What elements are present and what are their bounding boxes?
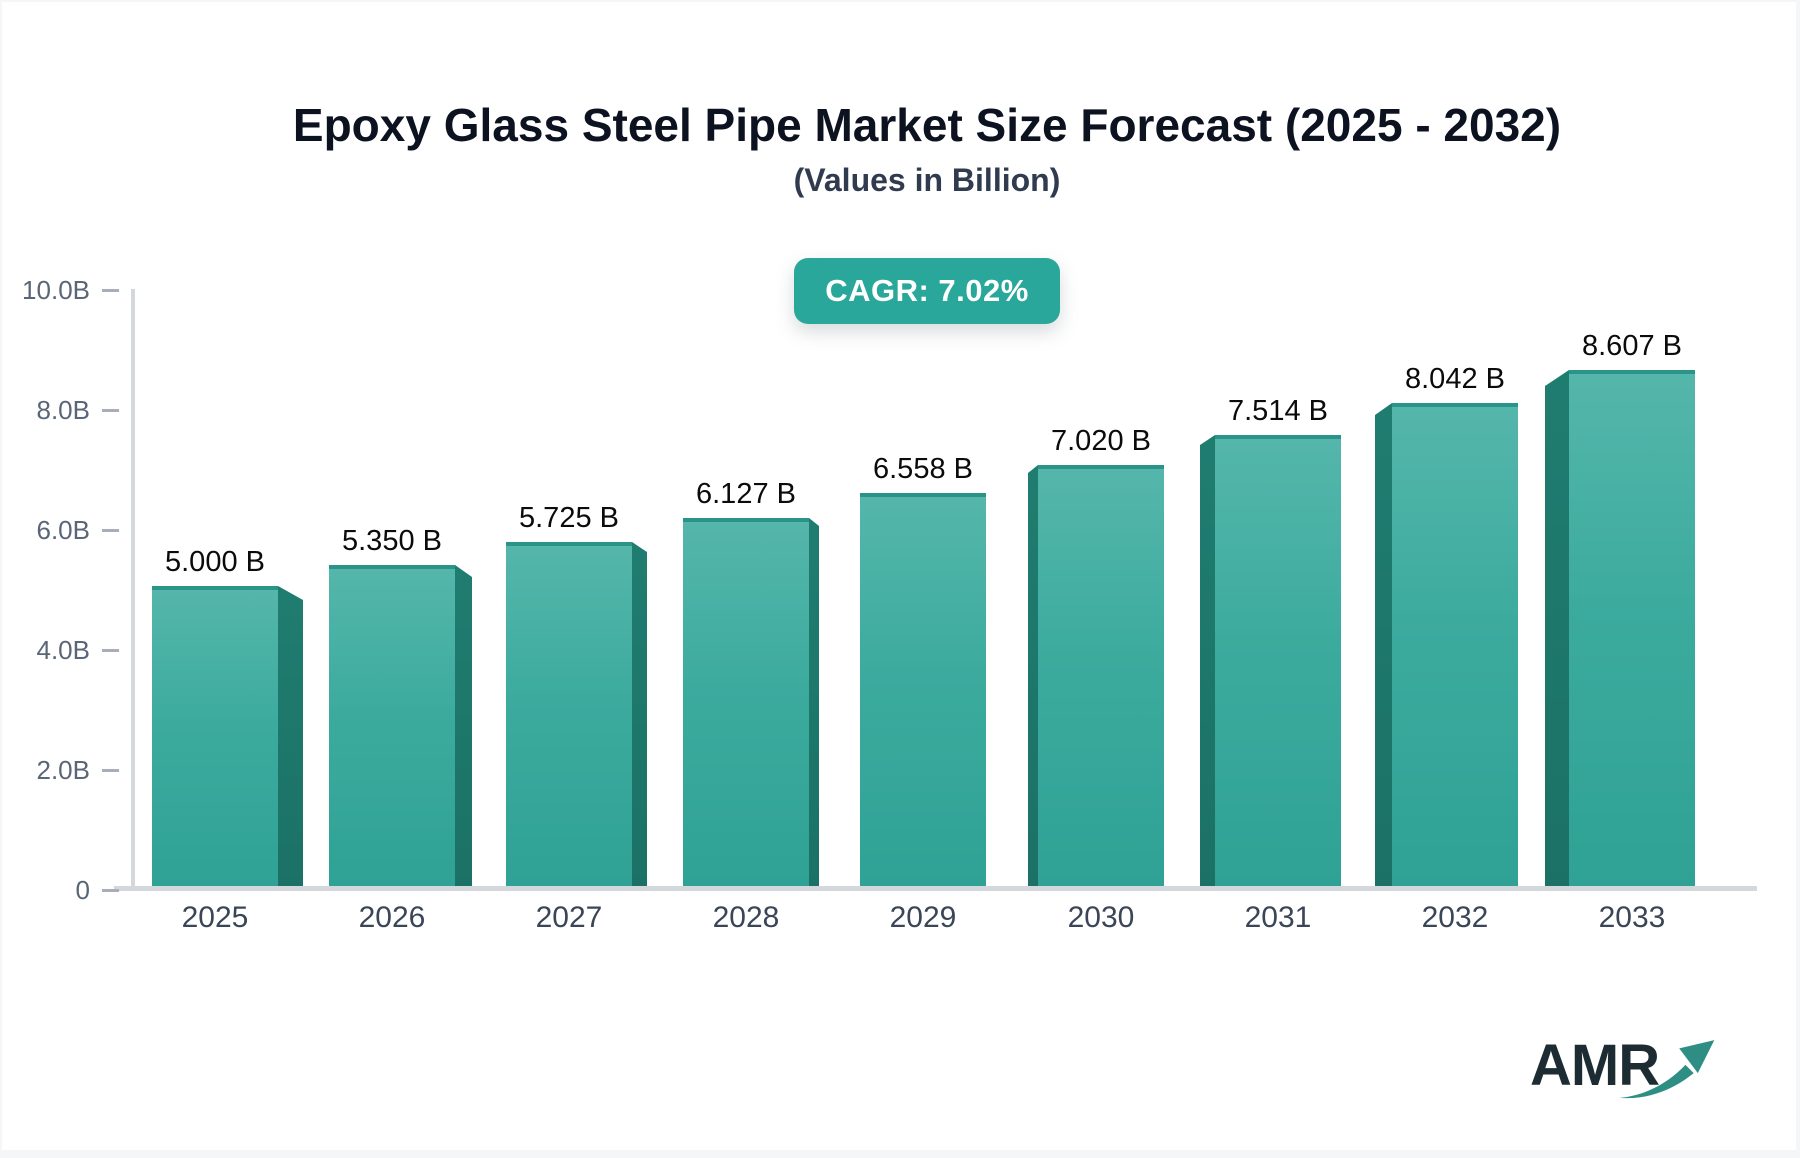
- y-tick-mark: [102, 649, 119, 652]
- bar-side-face: [1545, 370, 1569, 886]
- bar-side-face: [1375, 403, 1392, 886]
- cagr-badge: CAGR: 7.02%: [794, 258, 1060, 324]
- y-tick-mark: [102, 529, 119, 532]
- bar-side-face: [1200, 435, 1215, 886]
- y-tick-label: 6.0B: [36, 515, 91, 545]
- bar-value-label: 8.607 B: [1582, 330, 1682, 362]
- bar-front-face: [1392, 403, 1518, 886]
- x-axis-label-2033: 2033: [1598, 901, 1666, 934]
- bar-side-face: [809, 518, 819, 886]
- y-tick-label: 8.0B: [36, 395, 91, 425]
- bar-front-face: [329, 565, 455, 886]
- y-tick-mark: [102, 289, 119, 292]
- y-axis-line: [131, 289, 135, 890]
- x-axis-label-2027: 2027: [535, 901, 603, 934]
- bar-value-label: 8.042 B: [1405, 363, 1505, 395]
- bar-front-face: [1038, 465, 1164, 886]
- x-axis-label-2032: 2032: [1421, 901, 1489, 934]
- y-tick-mark: [102, 409, 119, 412]
- bar-value-label: 5.725 B: [519, 502, 619, 534]
- y-tick-label: 10.0B: [22, 275, 90, 305]
- y-tick-label: 4.0B: [36, 635, 91, 665]
- bar-side-face: [1028, 465, 1038, 886]
- bar-value-label: 6.127 B: [696, 478, 796, 510]
- bar-front-face: [683, 518, 809, 886]
- y-tick-mark: [102, 769, 119, 772]
- bar-front-face: [152, 586, 278, 886]
- bar-side-face: [455, 565, 472, 886]
- bar-front-face: [506, 542, 632, 886]
- amr-logo: AMR: [1530, 1032, 1770, 1122]
- y-tick-label: 2.0B: [36, 755, 91, 785]
- bar-value-label: 7.514 B: [1228, 395, 1328, 427]
- x-axis-label-2031: 2031: [1244, 901, 1312, 934]
- bar-front-face: [860, 493, 986, 886]
- y-tick-label: 0: [75, 875, 90, 905]
- bar-side-face: [278, 586, 303, 886]
- bar-value-label: 5.350 B: [342, 525, 442, 557]
- y-tick-mark: [102, 889, 119, 892]
- amr-logo-text: AMR: [1530, 1033, 1660, 1098]
- x-axis-baseline: [114, 886, 1757, 891]
- x-axis-label-2028: 2028: [712, 901, 780, 934]
- x-axis-label-2030: 2030: [1067, 901, 1135, 934]
- chart-title: Epoxy Glass Steel Pipe Market Size Forec…: [292, 99, 1562, 151]
- bar-value-label: 5.000 B: [165, 546, 265, 578]
- chart-subtitle: (Values in Billion): [793, 162, 1061, 198]
- bar-front-face: [1215, 435, 1341, 886]
- bar-front-face: [1569, 370, 1695, 886]
- x-axis-label-2025: 2025: [181, 901, 249, 934]
- x-axis-label-2029: 2029: [889, 901, 957, 934]
- bar-side-face: [632, 542, 647, 886]
- x-axis-label-2026: 2026: [358, 901, 426, 934]
- bar-value-label: 7.020 B: [1051, 425, 1151, 457]
- growth-arrow-icon: [1619, 1040, 1715, 1099]
- bar-value-label: 6.558 B: [873, 453, 973, 485]
